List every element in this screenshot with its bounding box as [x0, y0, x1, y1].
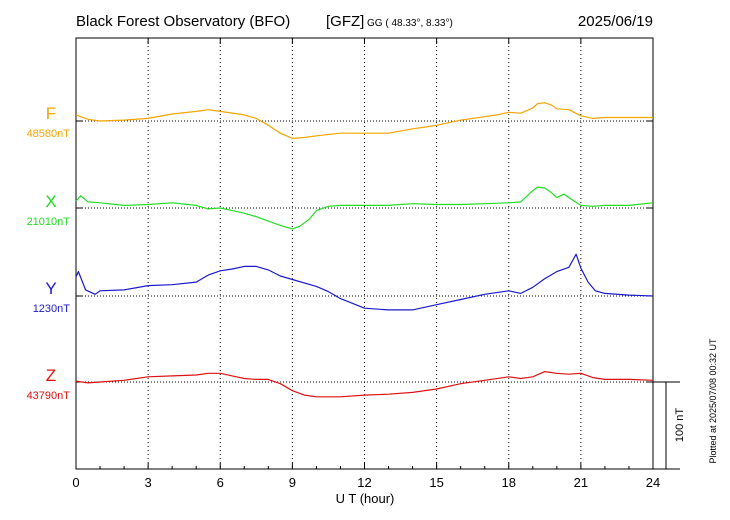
series-line-y	[75, 253, 654, 311]
chart-title-institute: [GFZ]	[326, 13, 364, 30]
series-line-x	[75, 186, 654, 230]
baseline-value-x: 21010nT	[27, 216, 71, 228]
chart-date: 2025/06/19	[578, 13, 653, 30]
series-lines	[75, 102, 654, 398]
component-letter-f: F	[46, 104, 56, 123]
x-tick-label: 6	[217, 475, 224, 490]
series-line-f	[75, 102, 653, 139]
component-letter-z: Z	[46, 366, 56, 385]
component-labels: F 48580nT X 21010nT Y 1230nT Z 43790nT	[27, 104, 71, 402]
grid-lines	[147, 38, 582, 469]
chart-title-observatory: Black Forest Observatory (BFO)	[76, 13, 290, 30]
x-tick-label: 9	[289, 475, 296, 490]
scale-bar-label: 100 nT	[674, 408, 686, 443]
x-tick-label: 3	[145, 475, 152, 490]
x-tick-label: 15	[429, 475, 443, 490]
scale-bar: 100 nT	[653, 381, 686, 470]
x-tick-label: 12	[357, 475, 371, 490]
chart-coordinates: GG ( 48.33°, 8.33°)	[367, 18, 453, 29]
series-line-z	[75, 371, 654, 398]
x-axis-label: U T (hour)	[336, 491, 395, 506]
x-tick-label: 24	[646, 475, 660, 490]
baseline-value-f: 48580nT	[27, 128, 71, 140]
plotted-at-note: Plotted at 2025/07/08 00:32 UT	[708, 338, 718, 464]
baselines	[76, 120, 653, 383]
component-letter-y: Y	[45, 279, 56, 298]
baseline-value-y: 1230nT	[33, 303, 71, 315]
x-tick-label: 18	[502, 475, 516, 490]
x-axis-ticks: 0 3 6 9 12 15 18 21 24	[72, 38, 660, 490]
x-tick-label: 21	[574, 475, 588, 490]
x-tick-label: 0	[72, 475, 79, 490]
component-letter-x: X	[45, 192, 56, 211]
baseline-value-z: 43790nT	[27, 390, 71, 402]
